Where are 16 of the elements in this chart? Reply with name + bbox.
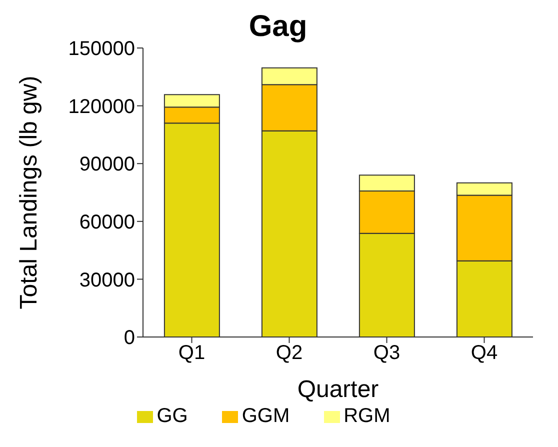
y-tick-label: 0	[124, 327, 135, 350]
y-tick-label: 90000	[79, 154, 135, 176]
legend-label: GGM	[242, 405, 290, 427]
y-axis-title: Total Landings (lb gw)	[16, 76, 43, 310]
y-tick-label: 60000	[79, 212, 135, 234]
x-axis-title: Quarter	[297, 376, 379, 403]
legend-label: GG	[156, 405, 188, 427]
chart-title: Gag	[248, 10, 308, 43]
legend-label: RGM	[344, 405, 390, 427]
y-tick-label: 120000	[68, 96, 135, 118]
x-tick-label: Q3	[373, 342, 400, 364]
x-tick-label: Q4	[470, 342, 498, 364]
y-tick-label: 30000	[79, 269, 135, 292]
x-tick-label: Q1	[178, 342, 206, 364]
y-tick-label: 150000	[68, 38, 135, 60]
x-tick-label: Q2	[276, 342, 303, 364]
